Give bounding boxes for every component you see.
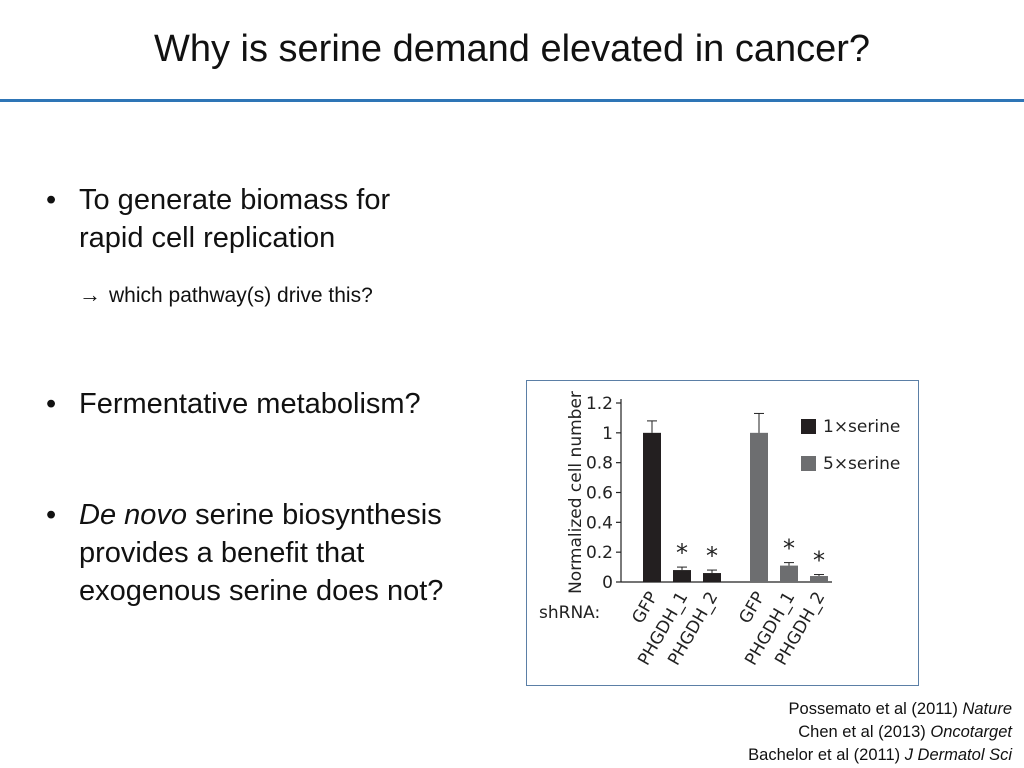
bullet-biomass-line-1: To generate biomass for (79, 184, 391, 216)
bar (703, 573, 721, 582)
y-tick-label: 0.2 (586, 543, 613, 563)
x-prefix-label: shRNA: (539, 603, 600, 623)
significance-marker: * (676, 539, 688, 567)
reference-2: Chen et al (2013) Oncotarget (798, 723, 1012, 741)
bullet-biomass-line-2: rapid cell replication (79, 222, 336, 254)
y-tick-label: 0.4 (586, 513, 613, 533)
legend-swatch (801, 419, 816, 434)
chart-figure: 0 0.2 0.4 0.6 0.8 1 1.2 Normalized cell number G… (526, 380, 919, 686)
de-novo-italic: De novo (79, 499, 188, 531)
y-tick-label: 0.6 (586, 484, 613, 504)
sub-point-text: which pathway(s) drive this? (109, 284, 373, 307)
y-tick-label: 1.2 (586, 394, 613, 414)
bar (643, 432, 661, 582)
reference-1: Possemato et al (2011) Nature (788, 700, 1012, 718)
y-axis-label: Normalized cell number (566, 391, 586, 594)
significance-marker: * (706, 542, 718, 570)
bar (810, 576, 828, 582)
arrow-icon: → (79, 282, 101, 307)
bullet-dot: • (46, 499, 57, 531)
bullet-dot: • (46, 184, 57, 216)
legend-swatch (801, 456, 816, 471)
bullet-de-novo-line-1: De novo serine biosynthesis (79, 496, 442, 534)
slide-title: Why is serine demand elevated in cancer? (153, 28, 871, 70)
legend-label: 1×serine (823, 417, 900, 437)
significance-marker: * (783, 535, 795, 563)
legend-label: 5×serine (823, 454, 900, 474)
bar (750, 432, 768, 582)
bullet-fermentative-line-1: Fermentative metabolism? (79, 388, 421, 420)
reference-3: Bachelor et al (2011) J Dermatol Sci (748, 746, 1012, 764)
bullet-de-novo-line-3: exogenous serine does not? (79, 575, 444, 607)
references: Possemato et al (2011) Nature Chen et al… (748, 698, 1012, 767)
sub-point: → which pathway(s) drive this? (79, 279, 373, 312)
bullet-de-novo-line-2: provides a benefit that (79, 537, 365, 569)
y-tick-label: 0 (602, 573, 613, 593)
y-tick-label: 1 (602, 424, 613, 444)
bullet-de-novo-line-1-rest: serine biosynthesis (187, 499, 442, 531)
bar (780, 565, 798, 582)
bar (673, 570, 691, 582)
bullet-dot: • (46, 388, 57, 420)
y-tick-label: 0.8 (586, 454, 613, 474)
title-divider (0, 99, 1024, 102)
significance-marker: * (813, 547, 825, 575)
